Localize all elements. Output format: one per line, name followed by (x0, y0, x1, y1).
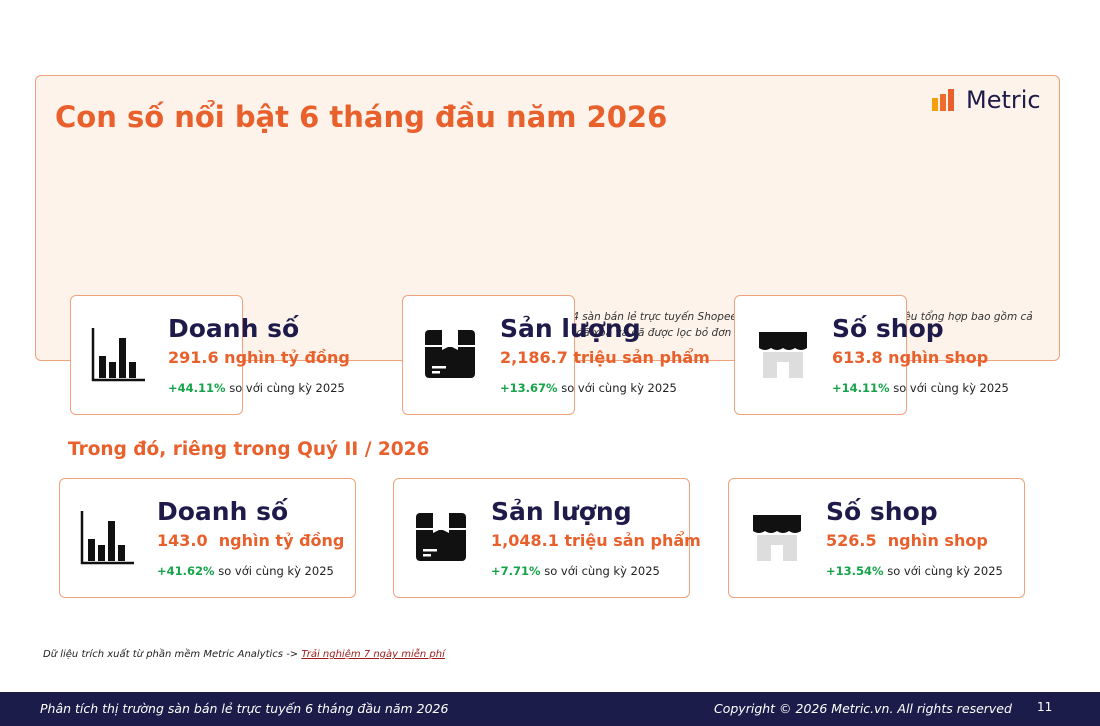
stat-label: Số shop (826, 497, 938, 526)
stat-value: 1,048.1 triệu sản phẩm (491, 531, 701, 550)
change-percent: +14.11% (832, 381, 890, 395)
logo: Metric (932, 86, 1041, 114)
footer: Phân tích thị trường sàn bán lẻ trực tuy… (0, 692, 1100, 726)
change-percent: +41.62% (157, 564, 215, 578)
stat-change: +14.11% so với cùng kỳ 2025 (832, 381, 1009, 395)
icon (425, 330, 475, 378)
source: Dữ liệu trích xuất từ phần mềm Metric An… (43, 649, 445, 660)
logo-icon (932, 89, 954, 111)
stat-value: 613.8 nghìn shop (832, 348, 989, 367)
icon (91, 328, 145, 382)
change-compare: so với cùng kỳ 2025 (893, 381, 1009, 395)
stat-label: Số shop (832, 314, 944, 343)
stat-value: 291.6 nghìn tỷ đồng (168, 348, 350, 367)
icon (416, 513, 466, 561)
icon (759, 332, 807, 378)
stat-card: Doanh số 143.0 nghìn tỷ đồng +41.62% so vớ… (59, 478, 356, 598)
change-compare: so với cùng kỳ 2025 (544, 564, 660, 578)
stat-label: Doanh số (168, 314, 300, 343)
stat-value: 143.0 nghìn tỷ đồng (157, 531, 345, 550)
subtitle: Trong đó, riêng trong Quý II / 2026 (68, 439, 430, 460)
icon (80, 511, 134, 565)
stat-icon (80, 509, 136, 569)
source-text: Dữ liệu trích xuất từ phần mềm Metric An… (43, 649, 299, 660)
change-compare: so với cùng kỳ 2025 (218, 564, 334, 578)
trial-link[interactable]: Trải nghiệm 7 ngày miễn phí (301, 649, 445, 660)
icon (753, 515, 801, 561)
stat-value: 2,186.7 triệu sản phẩm (500, 348, 710, 367)
stat-card: Số shop 526.5 nghìn shop +13.54% so với cù… (728, 478, 1025, 598)
change-percent: +44.11% (168, 381, 226, 395)
stat-icon (423, 326, 479, 386)
stat-card: Sản lượng 1,048.1 triệu sản phẩm +7.71% so… (393, 478, 701, 598)
stat-icon (749, 509, 805, 569)
change-percent: +7.71% (491, 564, 541, 578)
stat-label: Sản lượng (500, 314, 641, 343)
footer-right: Copyright © 2026 Metric.vn. All rights r… (714, 701, 1012, 716)
footer-left: Phân tích thị trường sàn bán lẻ trực tuy… (40, 701, 449, 716)
change-compare: so với cùng kỳ 2025 (229, 381, 345, 395)
stat-icon (414, 509, 470, 569)
change-compare: so với cùng kỳ 2025 (887, 564, 1003, 578)
stat-change: +13.54% so với cùng kỳ 2025 (826, 564, 1003, 578)
stat-icon (755, 326, 811, 386)
change-percent: +13.67% (500, 381, 558, 395)
change-percent: +13.54% (826, 564, 884, 578)
stat-change: +13.67% so với cùng kỳ 2025 (500, 381, 677, 395)
stat-change: +41.62% so với cùng kỳ 2025 (157, 564, 334, 578)
page-number: 11 (1037, 700, 1053, 714)
change-compare: so với cùng kỳ 2025 (561, 381, 677, 395)
stat-card: Doanh số 291.6 nghìn tỷ đồng +44.11% so vớ… (70, 295, 350, 415)
title: Con số nổi bật 6 tháng đầu năm 2026 (55, 100, 668, 134)
stat-label: Doanh số (157, 497, 289, 526)
stat-icon (91, 326, 147, 386)
stat-value: 526.5 nghìn shop (826, 531, 988, 550)
stat-change: +44.11% so với cùng kỳ 2025 (168, 381, 345, 395)
stat-change: +7.71% so với cùng kỳ 2025 (491, 564, 660, 578)
stat-label: Sản lượng (491, 497, 632, 526)
stat-card: Sản lượng 2,186.7 triệu sản phẩm +13.67% s… (402, 295, 710, 415)
logo-text: Metric (966, 86, 1041, 114)
stat-card: Số shop 613.8 nghìn shop +14.11% so với cù… (734, 295, 1009, 415)
